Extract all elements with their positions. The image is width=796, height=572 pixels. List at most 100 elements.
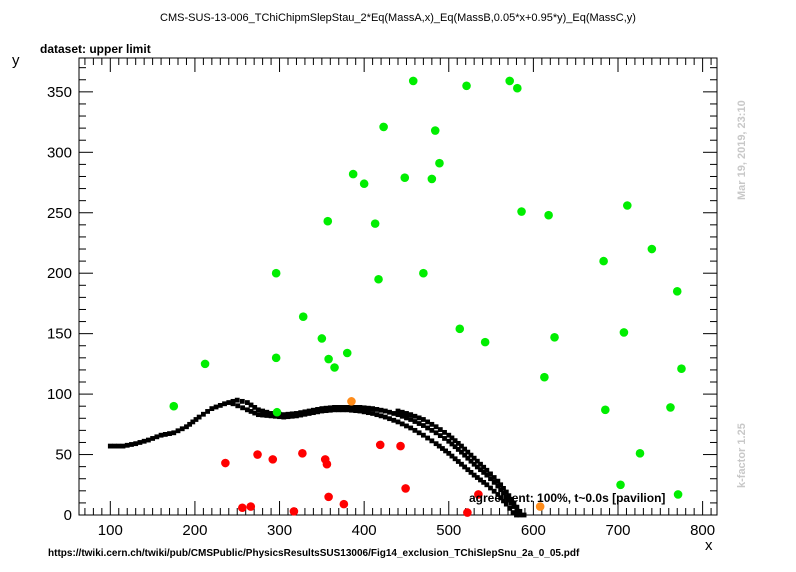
agreement-label: agreement: 100%, t~0.0s [pavilion]	[469, 491, 666, 505]
data-point	[635, 449, 645, 458]
y-tick-label: 0	[64, 507, 72, 524]
exclusion-curve-marker	[459, 461, 464, 467]
exclusion-curve-marker	[378, 407, 384, 413]
exclusion-curve-marker	[289, 413, 295, 419]
data-point	[517, 207, 526, 216]
data-point	[359, 179, 369, 189]
exclusion-curve-marker	[514, 512, 519, 518]
exclusion-curve-marker	[404, 411, 409, 416]
y-tick-label: 200	[47, 265, 72, 282]
exclusion-curve-marker	[437, 433, 443, 439]
exclusion-curve-marker	[167, 431, 172, 436]
exclusion-curve-marker	[491, 479, 497, 485]
exclusion-curve-marker	[306, 408, 312, 414]
exclusion-curve-marker	[517, 512, 523, 518]
exclusion-curve-marker	[298, 410, 304, 416]
exclusion-curve-marker	[310, 410, 316, 416]
exclusion-curve-marker	[234, 397, 240, 403]
data-point	[268, 455, 278, 464]
exclusion-curve-marker	[302, 409, 308, 415]
data-point	[200, 359, 210, 369]
data-point	[408, 76, 418, 86]
exclusion-curve-marker	[382, 408, 388, 414]
exclusion-curve-marker	[365, 410, 371, 416]
exclusion-curve-marker	[408, 412, 414, 418]
exclusion-curve-marker	[503, 489, 509, 495]
data-point	[623, 201, 632, 210]
exclusion-curve-marker	[501, 486, 506, 491]
exclusion-curve-marker	[357, 404, 363, 410]
exclusion-curve-marker	[465, 467, 471, 473]
exclusion-curve-marker	[442, 429, 447, 435]
exclusion-curve-marker	[226, 400, 232, 405]
exclusion-curve-marker	[230, 398, 236, 404]
exclusion-curve-marker	[442, 436, 447, 441]
exclusion-curve-marker	[449, 435, 455, 441]
data-point	[462, 81, 471, 91]
exclusion-curve-marker	[239, 398, 245, 404]
y-tick-label: 150	[47, 326, 72, 343]
data-point	[324, 354, 333, 364]
exclusion-curve-marker	[323, 408, 329, 414]
data-point	[601, 405, 610, 415]
exclusion-curve-marker	[498, 495, 504, 501]
data-point	[289, 507, 299, 516]
x-tick-label: 800	[690, 522, 715, 539]
exclusion-curve-marker	[349, 407, 354, 413]
exclusion-curve-marker	[521, 512, 527, 518]
source-url[interactable]: https://twiki.cern.ch/twiki/pub/CMSPubli…	[48, 548, 580, 559]
y-tick-label: 300	[47, 144, 72, 161]
exclusion-curve-marker	[437, 427, 443, 432]
exclusion-curve-marker	[468, 458, 474, 464]
y-tick-label: 100	[47, 386, 72, 403]
exclusion-curve-marker	[462, 446, 468, 452]
data-point	[619, 328, 629, 337]
data-point	[271, 268, 281, 278]
exclusion-curve-marker	[120, 443, 126, 449]
data-point	[374, 274, 383, 284]
exclusion-curve-marker	[112, 443, 117, 449]
exclusion-curve-marker	[340, 404, 346, 410]
data-point	[550, 332, 559, 342]
data-point	[647, 244, 657, 254]
exclusion-curve-marker	[484, 482, 490, 488]
data-point	[677, 364, 686, 374]
exclusion-curve-marker	[107, 443, 113, 449]
data-point	[221, 458, 230, 468]
exclusion-curve-marker	[511, 500, 517, 506]
data-point	[544, 210, 553, 220]
exclusion-curve-marker	[399, 409, 405, 415]
exclusion-curve-marker	[129, 442, 134, 447]
exclusion-curve-marker	[395, 412, 401, 418]
exclusion-curve-marker	[365, 405, 371, 411]
data-point	[238, 503, 247, 513]
exclusion-curve-marker	[281, 414, 287, 420]
exclusion-curve-marker	[474, 475, 480, 480]
exclusion-curve-marker	[452, 456, 458, 462]
exclusion-curve-marker	[514, 504, 520, 510]
exclusion-curve-marker	[357, 408, 363, 414]
exclusion-curve-marker	[436, 443, 442, 449]
exclusion-curve-marker	[310, 407, 316, 413]
exclusion-curve-marker	[459, 449, 464, 455]
exclusion-curve-marker	[370, 406, 376, 412]
exclusion-curve-marker	[488, 476, 493, 482]
data-point	[599, 256, 608, 266]
exclusion-curve-marker	[484, 467, 490, 473]
exclusion-curve-marker	[404, 415, 409, 421]
x-tick-label: 700	[605, 522, 630, 539]
exclusion-curve-marker	[158, 432, 164, 438]
exclusion-curve-marker	[416, 430, 422, 436]
exclusion-curve-marker	[449, 453, 455, 459]
exclusion-curve-marker	[391, 417, 397, 423]
exclusion-curve-marker	[332, 404, 337, 410]
exclusion-curve-marker	[459, 443, 464, 449]
exclusion-curve-marker	[349, 404, 354, 410]
exclusion-curve-marker	[344, 407, 350, 413]
exclusion-curve-marker	[514, 508, 520, 514]
y-axis-label: y	[12, 52, 20, 69]
exclusion-curve-marker	[416, 421, 422, 426]
exclusion-curve-marker	[412, 419, 418, 424]
data-point	[540, 372, 549, 382]
data-point	[246, 502, 256, 511]
